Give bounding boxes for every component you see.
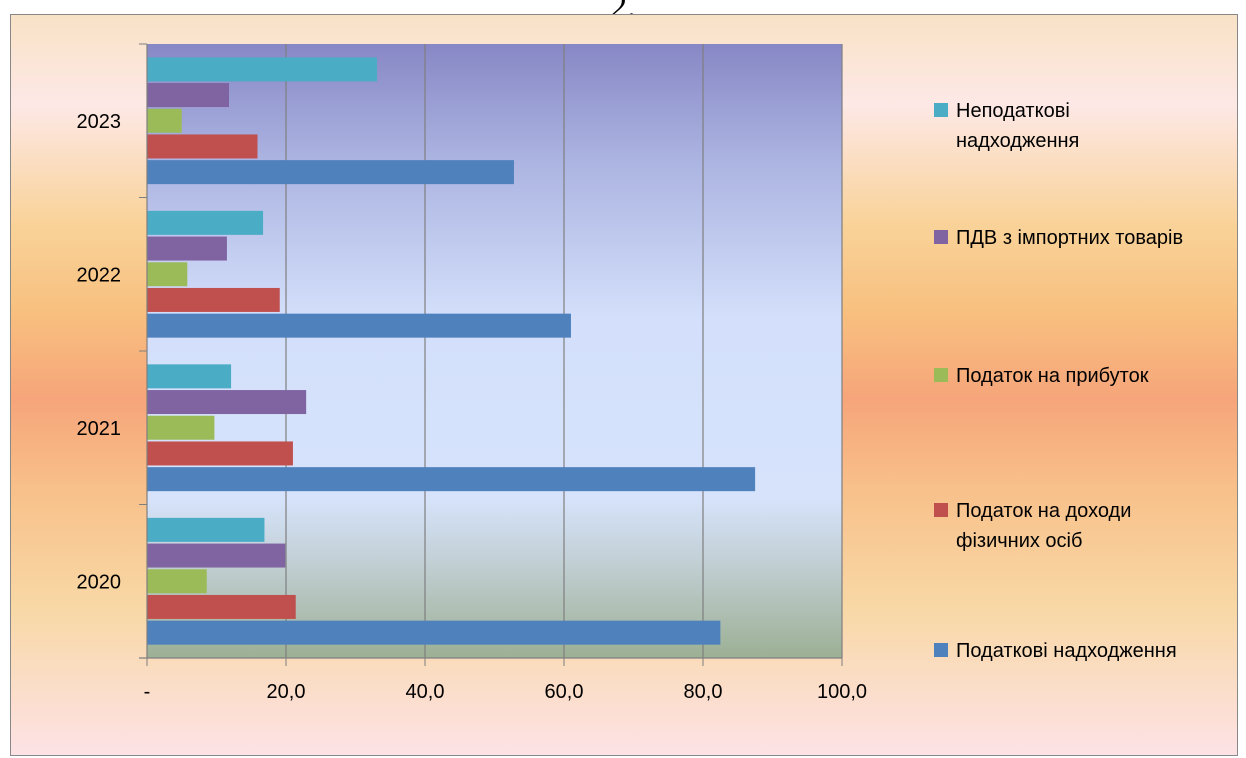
legend-label: Податкові надходження (956, 640, 1177, 662)
legend-label: Неподаткові (956, 100, 1070, 122)
chart-area: - 20,0 40,0 60,0 80,0 100,0 2020 2021 2022 2023 Н… (10, 14, 1238, 756)
category-label: 2023 (77, 111, 122, 133)
bar (147, 83, 230, 108)
category-label: 2021 (77, 418, 122, 440)
bar (147, 313, 571, 338)
bar (147, 569, 207, 594)
bar (147, 160, 514, 185)
category-label: 2022 (77, 264, 122, 286)
bar (147, 517, 265, 542)
bar (147, 262, 188, 287)
bar (147, 210, 264, 235)
legend-label: ПДВ з імпортних товарів (956, 227, 1183, 249)
header-fragment: 2. (0, 0, 1246, 14)
x-tick-label: 40,0 (406, 681, 445, 703)
bar (147, 236, 227, 261)
legend-label: Податок на доходи (956, 500, 1131, 522)
legend: Неподаткові надходження ПДВ з імпортних то… (934, 100, 1183, 662)
legend-label: Податок на прибуток (956, 365, 1149, 387)
bars (147, 57, 756, 645)
axes: - 20,0 40,0 60,0 80,0 100,0 2020 2021 2022 2023 (77, 43, 867, 703)
bar (147, 287, 280, 312)
gridlines (285, 44, 843, 658)
legend-swatch (934, 503, 948, 517)
bar (147, 364, 232, 389)
bar (147, 390, 307, 415)
x-tick-label: 80,0 (684, 681, 723, 703)
bar (147, 415, 215, 440)
bar (147, 57, 378, 82)
x-tick-label: - (144, 681, 151, 703)
bar (147, 108, 182, 133)
legend-label: надходження (956, 130, 1079, 152)
bar (147, 134, 258, 159)
x-tick-label: 20,0 (267, 681, 306, 703)
legend-swatch (934, 643, 948, 657)
x-tick-label: 100,0 (817, 681, 867, 703)
bar (147, 594, 296, 619)
bar (147, 441, 293, 466)
x-tick-label: 60,0 (545, 681, 584, 703)
bar (147, 467, 756, 492)
legend-label: фізичних осіб (956, 530, 1082, 552)
category-label: 2020 (77, 571, 122, 593)
bar-chart: - 20,0 40,0 60,0 80,0 100,0 2020 2021 2022 2023 Н… (77, 43, 1183, 703)
legend-swatch (934, 230, 948, 244)
legend-swatch (934, 103, 948, 117)
legend-swatch (934, 368, 948, 382)
bar (147, 543, 286, 568)
bar (147, 620, 721, 645)
